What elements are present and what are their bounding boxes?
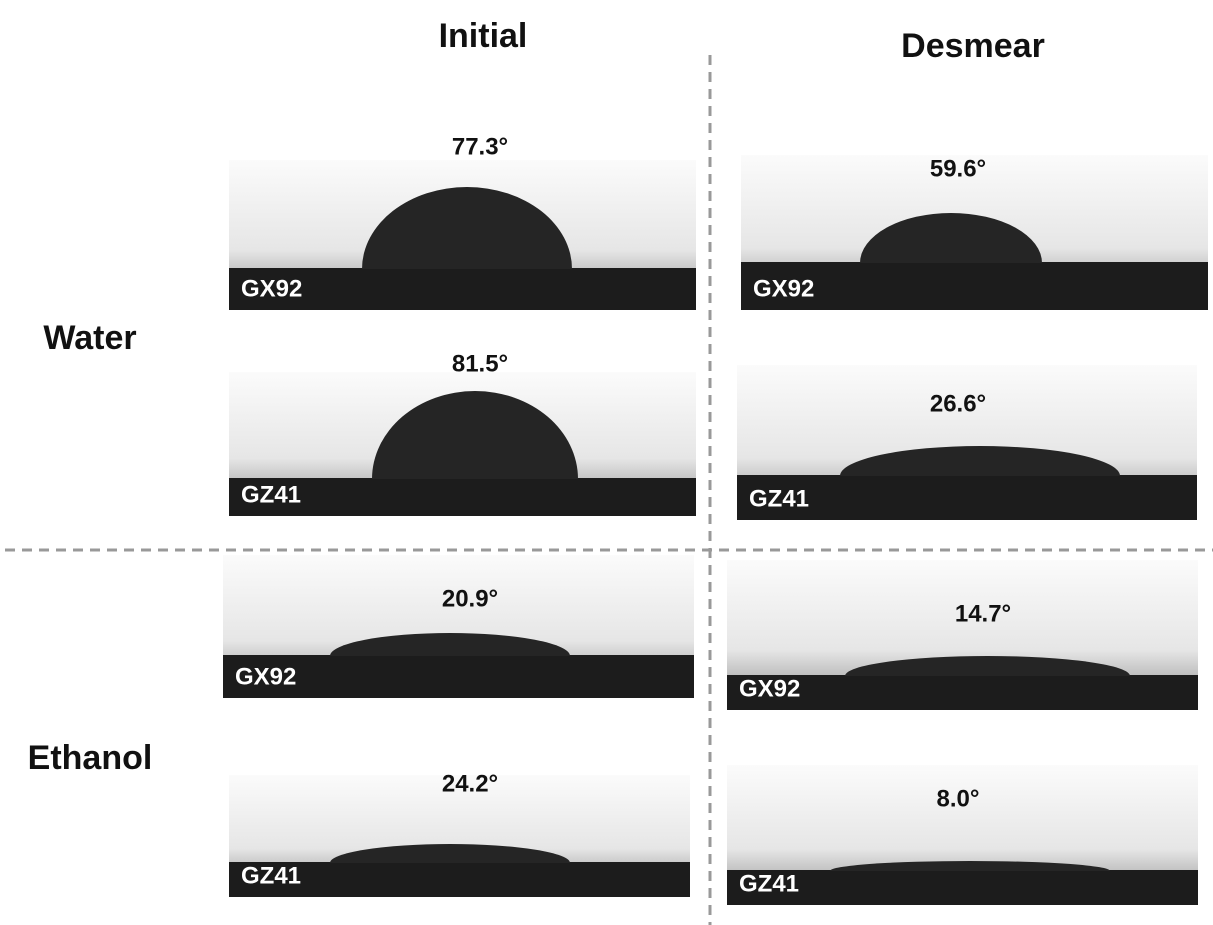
sample-label: GZ41 xyxy=(749,485,809,512)
contact-angle: 77.3° xyxy=(452,133,508,160)
contact-angle: 26.6° xyxy=(930,390,986,417)
panel: GZ41 26.6° xyxy=(737,365,1197,520)
contact-angle: 24.2° xyxy=(442,770,498,797)
contact-angle: 8.0° xyxy=(937,785,980,812)
panel: GX92 20.9° xyxy=(223,555,694,698)
sample-label: GX92 xyxy=(753,275,814,302)
panel: GZ41 81.5° xyxy=(229,350,696,516)
contact-angle: 14.7° xyxy=(955,600,1011,627)
sample-label: GX92 xyxy=(739,675,800,702)
panel: GX92 59.6° xyxy=(741,155,1208,310)
panels: GX92 77.3° GZ41 81.5° GX92 59.6° GZ41 26.6° GX92… xyxy=(223,133,1208,905)
contact-angle: 20.9° xyxy=(442,585,498,612)
row-header: Water xyxy=(43,319,136,357)
sample-label: GX92 xyxy=(241,275,302,302)
panel: GX92 77.3° xyxy=(229,133,696,310)
contact-angle: 59.6° xyxy=(930,155,986,182)
sample-label: GZ41 xyxy=(739,870,799,897)
panel: GX92 14.7° xyxy=(727,560,1198,710)
sample-label: GZ41 xyxy=(241,481,301,508)
panel: GZ41 24.2° xyxy=(229,770,690,897)
column-header: Desmear xyxy=(901,27,1045,65)
sample-label: GZ41 xyxy=(241,862,301,889)
contact-angle: 81.5° xyxy=(452,350,508,377)
row-header: Ethanol xyxy=(28,739,153,777)
sample-label: GX92 xyxy=(235,663,296,690)
figure: Initial Desmear Water Ethanol GX9277.3°G… xyxy=(0,0,1213,925)
column-header: Initial xyxy=(439,17,528,55)
panel: GZ41 8.0° xyxy=(727,765,1198,905)
